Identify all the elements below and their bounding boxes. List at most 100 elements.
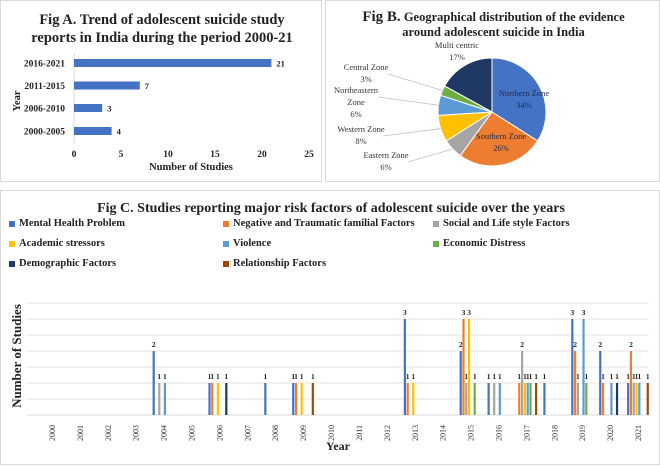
fig-b-panel: Fig B. Geographical distribution of the … <box>325 0 660 182</box>
fig-c-data-label: 3 <box>403 308 407 317</box>
fig-a-bar <box>74 127 112 135</box>
fig-c-legend-swatch <box>433 220 439 227</box>
fig-c-bar <box>576 383 580 415</box>
fig-a-data-label: 4 <box>117 127 122 137</box>
fig-c-year-label: 2013 <box>411 425 420 441</box>
fig-c-data-label: 3 <box>582 308 586 317</box>
fig-c-legend-item: Mental Health Problem <box>9 218 125 229</box>
fig-b-leader-line <box>387 73 443 91</box>
fig-c-year-label: 2005 <box>188 425 197 441</box>
fig-c-bar <box>403 319 406 415</box>
fig-a-bar <box>74 81 140 90</box>
fig-b-title-line-1: Geographical distribution of the evidenc… <box>403 10 625 24</box>
fig-b-slice-label: Western Zone 8% <box>337 124 384 146</box>
fig-c-data-label: 3 <box>570 308 574 317</box>
fig-c-data-label: 1 <box>411 372 415 381</box>
fig-a-bar <box>74 104 103 112</box>
fig-c-bar <box>459 351 462 415</box>
fig-c-data-label: 1 <box>615 372 619 381</box>
fig-c-panel: Fig C. Studies reporting major risk fact… <box>0 190 660 465</box>
fig-a-category-label: 2000-2005 <box>24 128 65 138</box>
fig-c-legend-swatch <box>9 260 15 267</box>
fig-c-legend-item: Academic stressors <box>9 238 105 249</box>
fig-c-bar <box>521 351 524 415</box>
fig-c-legend-label: Violence <box>233 238 272 249</box>
fig-c-legend-swatch <box>223 220 229 227</box>
fig-c-year-label: 2020 <box>606 425 615 441</box>
fig-c-year-label: 2001 <box>76 425 85 441</box>
fig-c-bar <box>526 383 529 415</box>
fig-c-bar <box>493 383 496 415</box>
fig-c-year-label: 2009 <box>299 425 308 441</box>
fig-c-data-label: 2 <box>152 340 156 349</box>
fig-c-bar <box>635 383 638 415</box>
fig-b-leader-line <box>377 96 439 106</box>
fig-b-pie-slice <box>443 57 493 113</box>
fig-c-legend-item: Demographic Factors <box>9 258 116 269</box>
fig-c-year-label: 2012 <box>383 425 392 441</box>
fig-c-data-label: 1 <box>311 372 315 381</box>
fig-c-bar <box>216 383 220 415</box>
fig-c-bar <box>518 383 521 415</box>
fig-a-category-label: 2006-2010 <box>24 105 65 115</box>
fig-c-title: Fig C. Studies reporting major risk fact… <box>97 201 565 216</box>
fig-c-legend-label: Academic stressors <box>19 238 105 249</box>
fig-c-data-label: 1 <box>635 372 639 381</box>
fig-c-data-label: 1 <box>632 372 636 381</box>
fig-c-bar <box>473 383 476 415</box>
fig-a-xtick-label: 25 <box>304 150 314 160</box>
fig-c-legend-swatch <box>9 220 15 227</box>
fig-b-slice-label: Northern Zone 34% <box>499 88 550 110</box>
fig-c-legend-item: Negative and Traumatic familial Factors <box>223 218 415 229</box>
fig-b-leader-line <box>407 148 453 163</box>
fig-c-bar <box>294 383 298 415</box>
fig-c-bar <box>462 319 465 415</box>
fig-c-legend-label: Mental Health Problem <box>19 218 125 229</box>
fig-c-xlabel: Year <box>326 439 351 453</box>
fig-c-year-label: 2011 <box>355 425 364 441</box>
fig-c-data-label: 2 <box>520 340 524 349</box>
fig-a-category-label: 2011-2015 <box>24 82 65 92</box>
fig-a-xtick-label: 15 <box>210 150 220 160</box>
fig-c-bar <box>487 383 490 415</box>
fig-b-slice-label: Central Zone 3% <box>344 62 389 84</box>
fig-c-data-label: 1 <box>406 372 410 381</box>
fig-c-year-label: 2010 <box>327 425 336 441</box>
fig-b-chart: Northern Zone 34% Southern Zone 26% Eastern … <box>334 40 550 172</box>
fig-c-year-label: 2008 <box>271 425 280 441</box>
fig-a-title-line-1: Fig A. Trend of adolescent suicide study <box>39 12 285 28</box>
fig-c-legend-item: Relationship Factors <box>223 258 326 269</box>
fig-a-ylabel: Year <box>12 90 23 111</box>
fig-c-bar <box>211 383 214 415</box>
fig-c-bar <box>264 383 267 415</box>
fig-a-data-label: 7 <box>145 81 150 91</box>
fig-c-bar <box>412 383 415 415</box>
fig-b-leader-line <box>382 128 441 137</box>
fig-c-data-label: 1 <box>487 372 491 381</box>
fig-c-data-label: 1 <box>157 372 161 381</box>
fig-c-year-label: 2006 <box>215 425 224 441</box>
fig-c-bar <box>208 383 211 415</box>
fig-c-bar <box>311 383 314 415</box>
fig-c-bar <box>292 383 295 415</box>
fig-c-bar <box>225 383 228 415</box>
fig-c-bar <box>498 383 501 415</box>
fig-c-year-label: 2017 <box>522 425 531 441</box>
fig-c-data-label: 1 <box>210 372 214 381</box>
fig-c-data-label: 1 <box>526 372 530 381</box>
fig-c-bar <box>632 383 635 415</box>
fig-c-bar <box>627 383 630 415</box>
fig-c-year-label: 2019 <box>578 425 587 441</box>
fig-a-xtick-label: 5 <box>119 150 124 160</box>
fig-a-title-line-2: reports in India during the period 2000-… <box>31 30 293 46</box>
fig-c-legend-item: Violence <box>223 238 271 249</box>
fig-c-year-label: 2016 <box>495 425 504 441</box>
fig-c-data-label: 1 <box>646 372 650 381</box>
fig-c-data-label: 2 <box>459 340 463 349</box>
fig-c-legend-swatch <box>223 260 229 267</box>
fig-c-year-label: 2007 <box>243 425 252 441</box>
fig-c-legend-swatch <box>433 240 439 247</box>
fig-c-year-label: 2002 <box>104 425 113 441</box>
fig-c-data-label: 1 <box>626 372 630 381</box>
fig-a-xtick-label: 10 <box>163 150 173 160</box>
